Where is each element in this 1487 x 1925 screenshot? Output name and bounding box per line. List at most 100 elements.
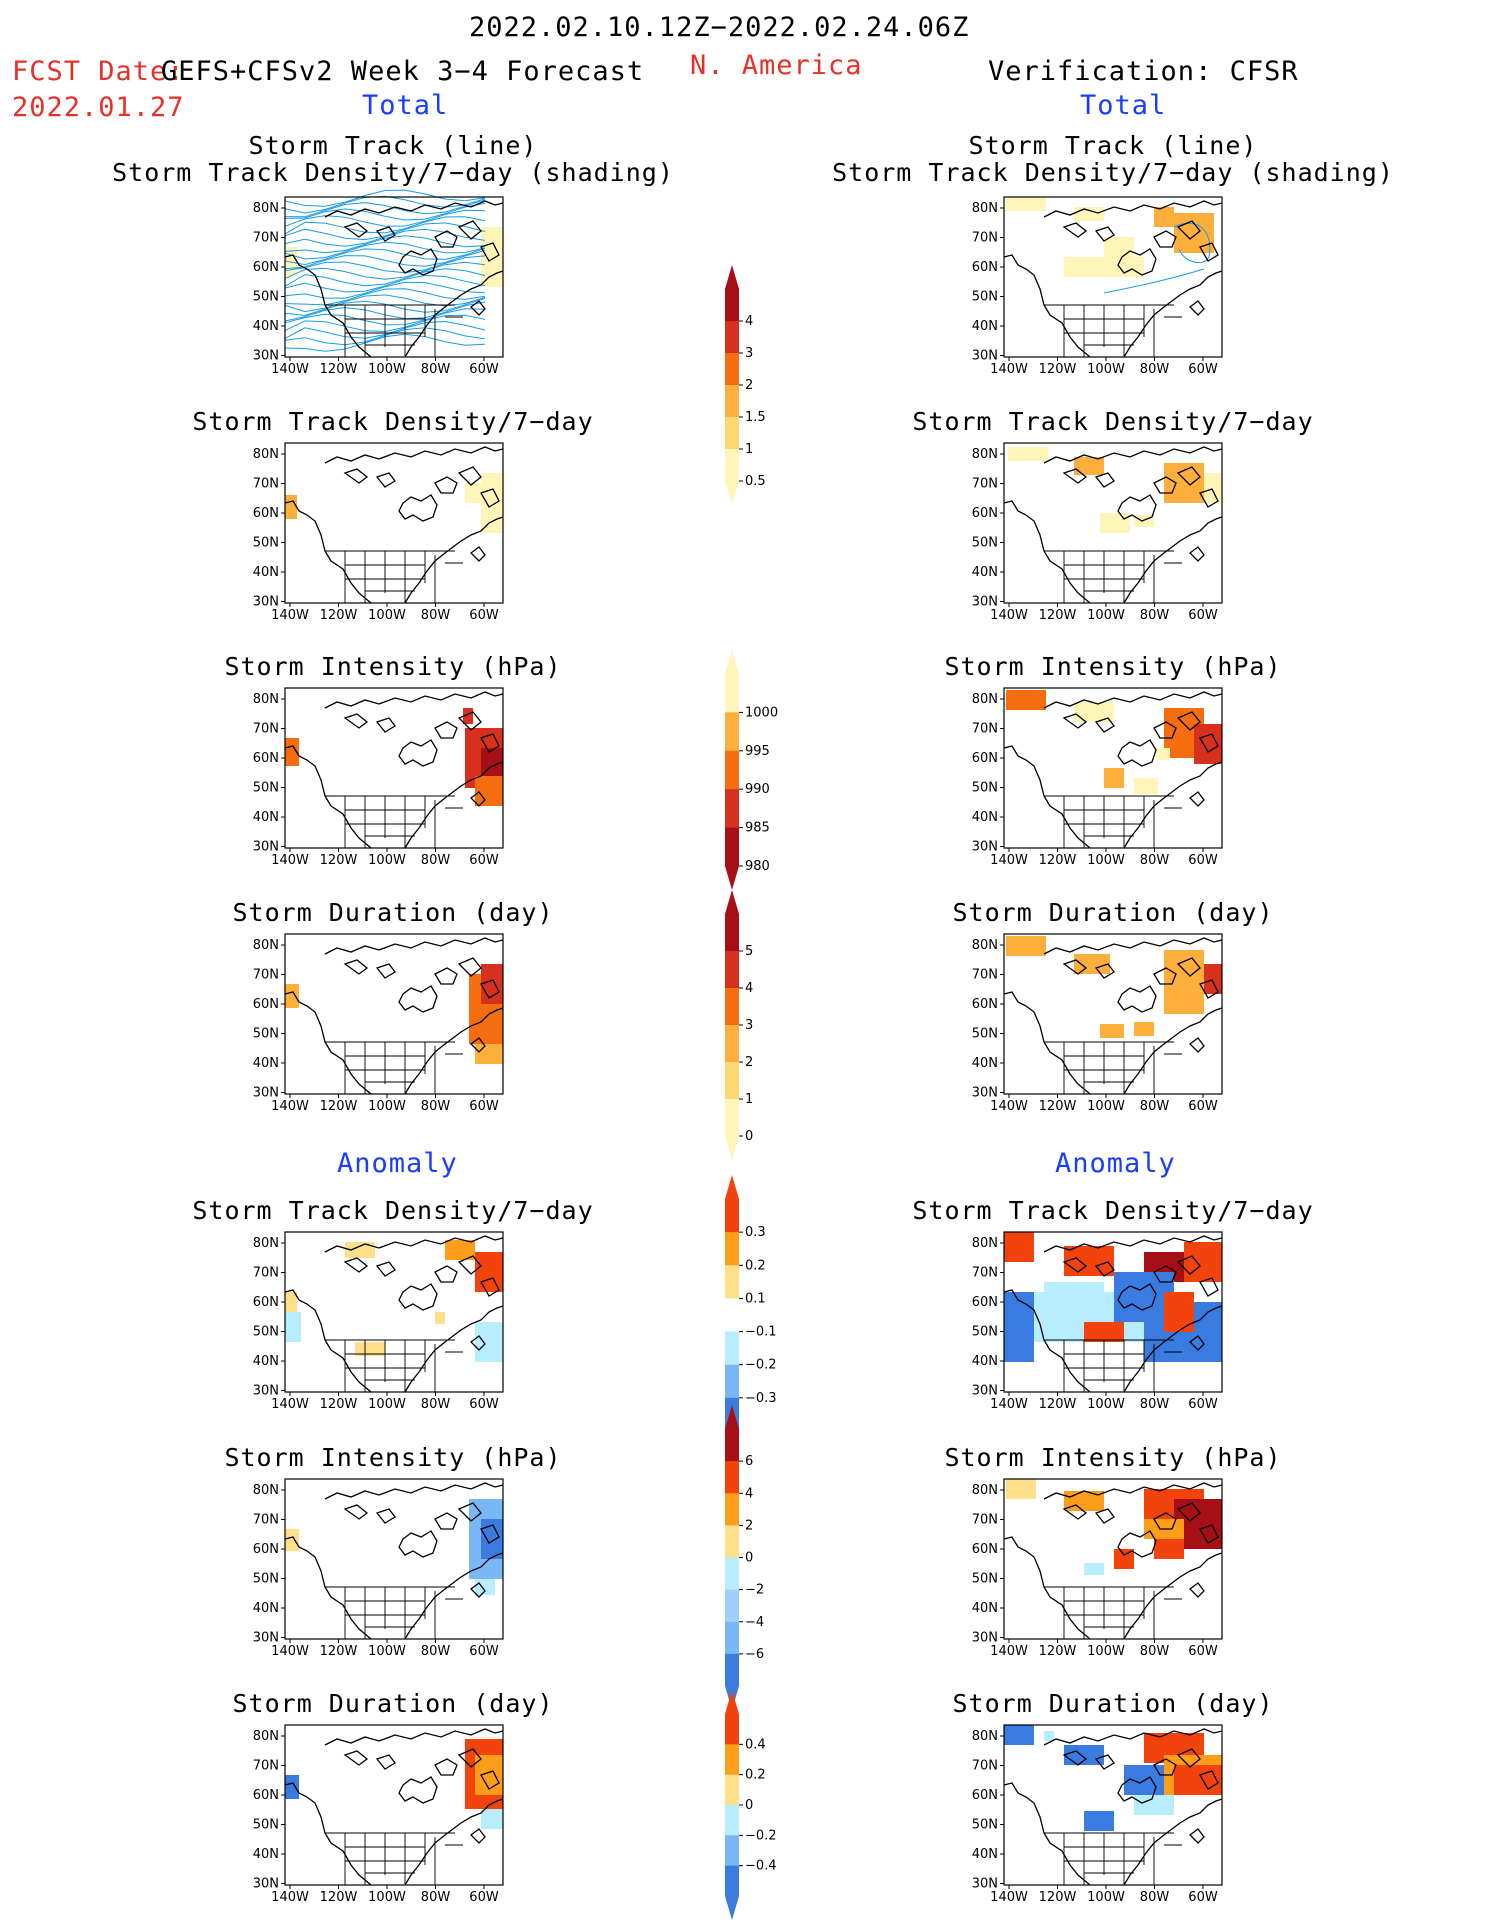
lon-label: 100W bbox=[368, 608, 406, 623]
track-line bbox=[284, 268, 486, 287]
lat-label: 30N bbox=[972, 595, 998, 610]
lat-label: 50N bbox=[972, 1818, 998, 1833]
shade-cell bbox=[1134, 1022, 1154, 1036]
lat-label: 60N bbox=[972, 751, 998, 766]
colorbar-swatch bbox=[725, 353, 739, 386]
colorbar-label: −0.2 bbox=[745, 1358, 777, 1373]
colorbar-density-total: 4 3 2 1.5 1 0.5 bbox=[715, 265, 795, 505]
lon-label: 60W bbox=[1188, 362, 1218, 377]
colorbar-swatch bbox=[725, 1835, 739, 1867]
lat-label: 50N bbox=[253, 536, 279, 551]
lat-label: 50N bbox=[253, 290, 279, 305]
lon-label: 60W bbox=[1188, 1644, 1218, 1659]
lon-label: 120W bbox=[1039, 1644, 1077, 1659]
state-borders bbox=[325, 1832, 463, 1885]
shade-cell bbox=[435, 1312, 445, 1324]
lat-label: 50N bbox=[253, 781, 279, 796]
colorbar-swatch bbox=[725, 1525, 739, 1558]
lat-label: 80N bbox=[972, 201, 998, 216]
map-vf-track: 80N 70N 60N 50N 40N 30N 140W 120W 100W 80W 60W bbox=[959, 192, 1237, 382]
colorbar-label: −6 bbox=[745, 1647, 764, 1662]
lat-label: 80N bbox=[253, 1729, 279, 1744]
anomaly-left-label: Anomaly bbox=[337, 1148, 458, 1179]
colorbar-top-cap bbox=[725, 265, 739, 289]
colorbar-swatch bbox=[725, 750, 739, 790]
map-vf-anom-intensity: 80N 70N 60N 50N 40N 30N 140W 120W 100W 80W 60W bbox=[959, 1474, 1237, 1664]
colorbar-label: 1.5 bbox=[745, 410, 766, 425]
lon-label: 60W bbox=[469, 1099, 499, 1114]
shade-cell bbox=[1100, 1024, 1124, 1038]
colorbar-label: −2 bbox=[745, 1583, 764, 1598]
lon-label: 60W bbox=[469, 608, 499, 623]
map-frame bbox=[284, 1231, 504, 1393]
lat-label: 70N bbox=[253, 1759, 279, 1774]
shade-cell bbox=[1006, 197, 1046, 211]
shade-cell bbox=[1156, 748, 1170, 760]
track-line bbox=[284, 241, 486, 260]
lon-label: 120W bbox=[320, 362, 358, 377]
colorbar-label: 0.4 bbox=[745, 1737, 766, 1752]
lon-label: 140W bbox=[271, 608, 309, 623]
lon-label: 60W bbox=[1188, 1099, 1218, 1114]
lon-label: 140W bbox=[990, 1397, 1028, 1412]
map-vf-duration: 80N 70N 60N 50N 40N 30N 140W 120W 100W 80W 60W bbox=[959, 929, 1237, 1119]
coastline bbox=[1003, 1728, 1223, 1886]
shade-cell bbox=[1154, 1539, 1184, 1559]
lon-label: 120W bbox=[1039, 1099, 1077, 1114]
colorbar-swatch bbox=[725, 1099, 739, 1137]
lat-label: 70N bbox=[253, 477, 279, 492]
lon-label: 100W bbox=[368, 1644, 406, 1659]
lat-label: 70N bbox=[972, 722, 998, 737]
track-line bbox=[1173, 222, 1211, 264]
shade-cell bbox=[1084, 1563, 1104, 1575]
map-frame bbox=[1003, 442, 1223, 604]
colorbar-swatch bbox=[725, 1805, 739, 1836]
lat-label: 80N bbox=[972, 447, 998, 462]
colorbar-swatch bbox=[725, 1429, 739, 1462]
lat-label: 80N bbox=[972, 692, 998, 707]
lon-label: 100W bbox=[1087, 1099, 1125, 1114]
map-fc-duration: 80N 70N 60N 50N 40N 30N 140W 120W 100W 80W 60W bbox=[240, 929, 518, 1119]
shade-cell bbox=[1006, 1479, 1036, 1499]
map-fc-density: 80N 70N 60N 50N 40N 30N 140W 120W 100W 80W 60W bbox=[240, 438, 518, 628]
colorbar-label: 0 bbox=[745, 1551, 753, 1566]
shade-cell bbox=[1164, 1292, 1194, 1332]
colorbar-label: 0.1 bbox=[745, 1291, 766, 1306]
colorbar-label: 1000 bbox=[745, 705, 778, 720]
colorbar-top-cap bbox=[725, 1405, 739, 1429]
coastline bbox=[284, 691, 504, 849]
colorbar-duration-anom: 0.4 0.2 0 −0.2 −0.4 bbox=[715, 1690, 795, 1920]
shade-cell bbox=[1154, 207, 1174, 227]
lon-label: 120W bbox=[320, 1644, 358, 1659]
coastline bbox=[1003, 1235, 1223, 1393]
colorbar-label: 5 bbox=[745, 944, 753, 959]
colorbar-intensity-total: 1000 995 990 985 980 bbox=[715, 650, 795, 890]
colorbar-swatch bbox=[725, 1025, 739, 1063]
lon-label: 100W bbox=[1087, 362, 1125, 377]
shade-cell bbox=[1074, 702, 1114, 722]
shade-cell bbox=[481, 227, 503, 287]
track-lines bbox=[1103, 222, 1211, 294]
shade-cell bbox=[1104, 237, 1134, 257]
colorbar-swatch bbox=[725, 417, 739, 450]
lat-label: 80N bbox=[972, 938, 998, 953]
colorbar-label: 0.3 bbox=[745, 1225, 766, 1240]
panel-title: Storm Track Density/7−day bbox=[192, 407, 594, 436]
lon-label: 80W bbox=[421, 1890, 451, 1905]
shade-cell bbox=[475, 1579, 495, 1595]
lat-label: 80N bbox=[253, 692, 279, 707]
lon-label: 60W bbox=[469, 362, 499, 377]
shade-cell bbox=[1006, 936, 1046, 956]
shade-cell bbox=[1164, 463, 1204, 503]
lat-label: 70N bbox=[253, 722, 279, 737]
colorbar-bottom-cap bbox=[725, 866, 739, 890]
region-label: N. America bbox=[690, 50, 863, 81]
panel-title: Storm Intensity (hPa) bbox=[224, 1443, 562, 1472]
map-frame bbox=[284, 442, 504, 604]
coastline bbox=[284, 1728, 504, 1886]
lon-label: 80W bbox=[1140, 362, 1170, 377]
colorbar-label: 2 bbox=[745, 378, 753, 393]
shade-cell bbox=[1084, 1811, 1114, 1831]
map-fc-track: 80N 70N 60N 50N 40N 30N 140W 120W 100W 80W 60W bbox=[240, 189, 518, 382]
lon-label: 100W bbox=[368, 1397, 406, 1412]
